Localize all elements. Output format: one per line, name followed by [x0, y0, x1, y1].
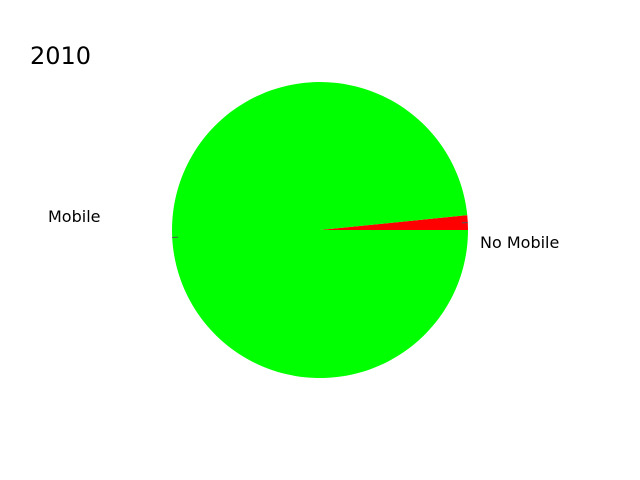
pie-slices	[172, 82, 469, 379]
leader-lines	[172, 222, 468, 238]
slice-label-mobile: Mobile	[48, 207, 100, 226]
pie-slice-mobile	[172, 82, 469, 379]
pie-slice-no-mobile	[320, 215, 468, 230]
chart-title: 2010	[30, 42, 91, 70]
slice-label-no-mobile: No Mobile	[480, 233, 559, 252]
